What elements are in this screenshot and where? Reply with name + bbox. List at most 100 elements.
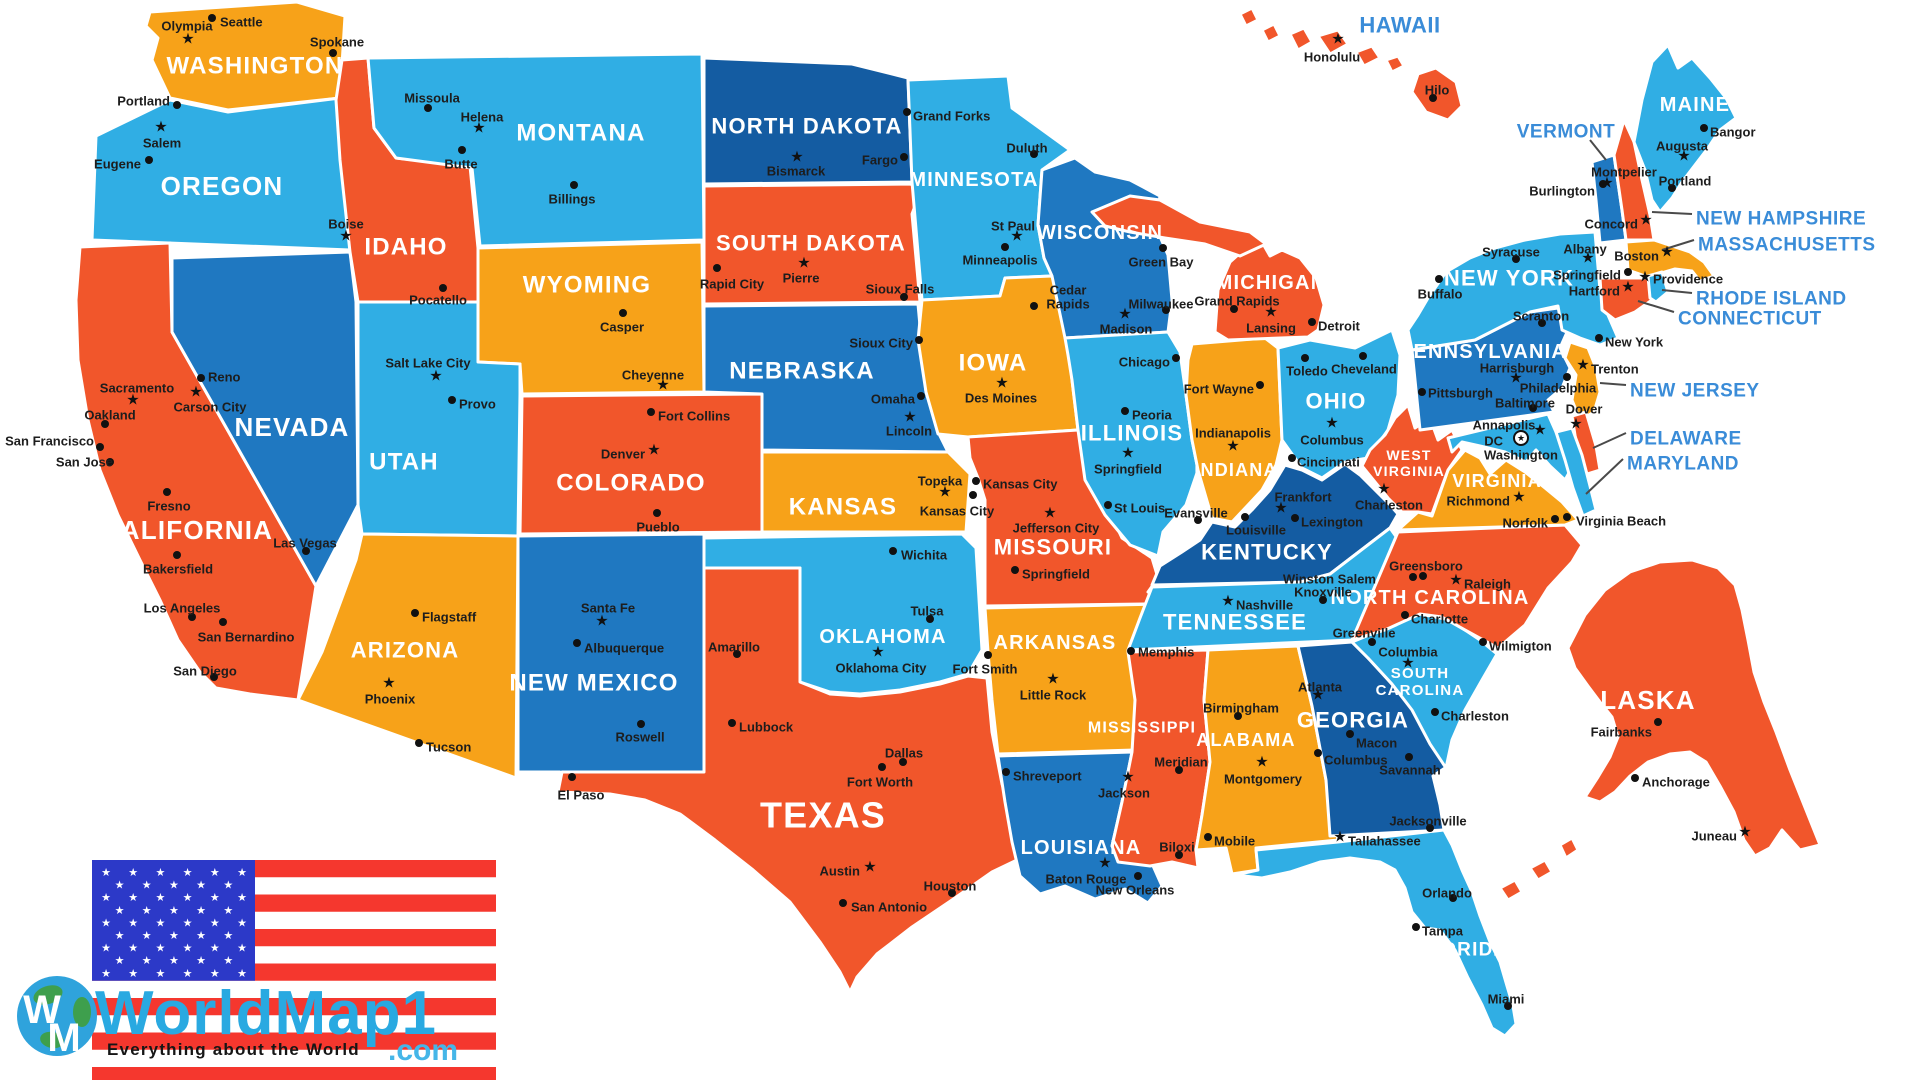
state-label-ak: ALASKA xyxy=(1580,685,1696,715)
flag-star: ★ xyxy=(155,968,165,980)
state-shape-hi[interactable] xyxy=(1384,54,1406,74)
city-dot-biloxi xyxy=(1175,851,1183,859)
city-dot-memphis xyxy=(1127,647,1135,655)
city-dot-buffalo xyxy=(1435,275,1443,283)
city-dot-green-bay xyxy=(1159,244,1167,252)
state-shape-wv[interactable] xyxy=(1360,403,1464,516)
state-shape-me[interactable] xyxy=(1632,43,1738,214)
city-label-kansas-city: Kansas City xyxy=(920,504,995,519)
state-shape-wa[interactable] xyxy=(144,0,347,112)
state-label-ks: KANSAS xyxy=(789,494,898,521)
state-shape-il[interactable] xyxy=(1063,330,1200,558)
city-dot-minneapolis xyxy=(1001,243,1009,251)
city-dot-orlando xyxy=(1449,894,1457,902)
state-shape-ut[interactable] xyxy=(356,300,522,538)
state-label-me: MAINE xyxy=(1660,94,1730,116)
state-shape-nc[interactable] xyxy=(1350,523,1584,650)
state-label-nv: NEVADA xyxy=(234,412,349,442)
city-dot-fairbanks xyxy=(1654,718,1662,726)
city-label-tulsa: Tulsa xyxy=(911,604,945,619)
city-dot-scranton xyxy=(1538,319,1546,327)
site-logo-text[interactable]: WorldMap1 xyxy=(95,979,437,1048)
city-dot-lubbock xyxy=(728,719,736,727)
city-label-tucson: Tucson xyxy=(426,740,471,755)
state-shape-hi[interactable] xyxy=(1238,6,1260,28)
state-shape-tx[interactable] xyxy=(556,566,1019,994)
city-label-memphis: Memphis xyxy=(1138,645,1194,660)
city-dot-macon xyxy=(1346,730,1354,738)
state-shape-hi[interactable] xyxy=(1316,28,1350,56)
city-dot-wichita xyxy=(889,547,897,555)
city-label-new-orleans: New Orleans xyxy=(1096,883,1175,898)
state-shape-fl[interactable] xyxy=(1233,828,1518,1038)
city-label-pocatello: Pocatello xyxy=(409,293,467,308)
city-label-augusta: Augusta xyxy=(1656,139,1709,154)
city-dot-san-jose xyxy=(106,458,114,466)
city-dot-savannah xyxy=(1405,753,1413,761)
state-shape-ky[interactable] xyxy=(1150,462,1400,587)
flag-star: ★ xyxy=(169,905,179,917)
city-dot-omaha xyxy=(917,392,925,400)
city-label-cheyenne: Cheyenne xyxy=(622,368,684,383)
city-label-springfield: Springfield xyxy=(1094,462,1162,477)
state-shape-ny[interactable] xyxy=(1406,230,1620,352)
state-label-mt: MONTANA xyxy=(516,120,645,147)
state-shape-nm[interactable] xyxy=(516,532,706,786)
city-label-toledo: Toledo xyxy=(1286,364,1328,379)
city-label-reno: Reno xyxy=(208,370,241,385)
state-shape-mi[interactable] xyxy=(1213,240,1326,342)
city-label-pittsburgh: Pittsburgh xyxy=(1428,386,1493,401)
state-shape-ri[interactable] xyxy=(1646,270,1670,304)
dc-marker-circle xyxy=(1513,430,1529,446)
city-label-salem: Salem xyxy=(143,136,181,151)
state-shape-ks[interactable] xyxy=(760,450,972,534)
city-dot-new-york xyxy=(1595,334,1603,342)
flag-star: ★ xyxy=(223,880,233,892)
state-shape-ak[interactable] xyxy=(1498,878,1524,902)
state-shape-mi[interactable] xyxy=(1090,194,1268,258)
globe-logo[interactable]: WM xyxy=(17,976,97,1060)
city-label-birmingham: Birmingham xyxy=(1203,701,1279,716)
state-label-ia: IOWA xyxy=(959,350,1028,377)
state-label-ny: NEW YORK xyxy=(1444,266,1574,291)
state-shape-ak[interactable] xyxy=(1528,858,1554,882)
state-shape-ma[interactable] xyxy=(1624,238,1716,283)
state-shape-hi[interactable] xyxy=(1288,26,1314,52)
city-label-raleigh: Raleigh xyxy=(1464,577,1511,592)
city-label-hilo: Hilo xyxy=(1425,83,1450,98)
city-label-new-york: New York xyxy=(1605,335,1664,350)
capital-star-des-moines: ★ xyxy=(995,375,1008,392)
city-label-lexington: Lexington xyxy=(1301,515,1363,530)
city-dot-pueblo xyxy=(653,509,661,517)
state-shape-hi[interactable] xyxy=(1354,44,1382,68)
city-dot-tulsa xyxy=(926,615,934,623)
capital-star-augusta: ★ xyxy=(1677,148,1690,165)
external-state-label-maryland: MARYLAND xyxy=(1627,454,1739,475)
site-logo-domain-suffix[interactable]: .com xyxy=(388,1034,459,1067)
city-label-scranton: Scranton xyxy=(1513,309,1569,324)
state-shape-nh[interactable] xyxy=(1612,118,1656,242)
city-dot-missoula xyxy=(424,104,432,112)
state-shape-hi[interactable] xyxy=(1410,66,1464,122)
flag-star: ★ xyxy=(210,917,220,929)
city-dot-duluth xyxy=(1030,150,1038,158)
capital-star-providence: ★ xyxy=(1638,269,1651,286)
city-label-fort-wayne: Fort Wayne xyxy=(1184,382,1254,397)
callout-line-delaware xyxy=(1592,432,1627,449)
city-label-virginia-beach: Virginia Beach xyxy=(1576,514,1666,529)
city-label-boston: Boston xyxy=(1614,249,1659,264)
state-label-ca: CALIFORNIA xyxy=(101,515,273,545)
capital-star-annapolis: ★ xyxy=(1533,422,1546,439)
state-shape-ak[interactable] xyxy=(1558,836,1580,860)
state-label-wi: WISCONSIN xyxy=(1037,222,1163,244)
flag-star: ★ xyxy=(183,917,193,929)
state-shape-hi[interactable] xyxy=(1260,22,1282,44)
state-shape-mt[interactable] xyxy=(366,52,706,248)
city-label-oklahoma-city: Oklahoma City xyxy=(835,661,927,676)
state-shape-ak[interactable] xyxy=(1566,558,1822,858)
capital-star-helena: ★ xyxy=(472,120,485,137)
city-dot-philadelphia xyxy=(1563,373,1571,381)
city-dot-seattle xyxy=(208,14,216,22)
capital-star-little-rock: ★ xyxy=(1046,671,1059,688)
